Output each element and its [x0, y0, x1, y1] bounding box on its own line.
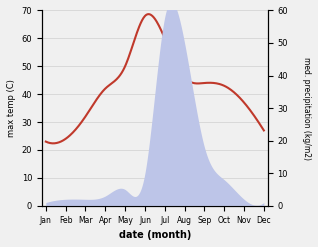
X-axis label: date (month): date (month)	[119, 230, 191, 240]
Y-axis label: max temp (C): max temp (C)	[7, 79, 16, 137]
Y-axis label: med. precipitation (kg/m2): med. precipitation (kg/m2)	[302, 57, 311, 160]
